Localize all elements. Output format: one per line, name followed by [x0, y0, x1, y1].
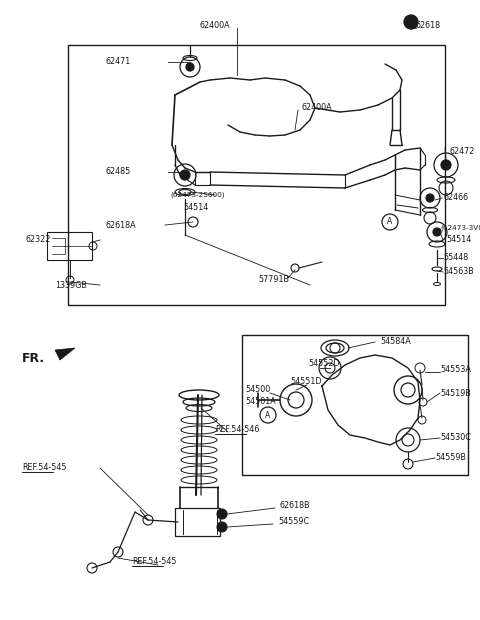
Text: 54552D: 54552D: [308, 358, 340, 368]
Text: 62618A: 62618A: [105, 221, 136, 229]
Circle shape: [404, 15, 418, 29]
Text: 1339GB: 1339GB: [55, 280, 87, 290]
Bar: [175, 508, 220, 536]
Text: 54563B: 54563B: [443, 267, 474, 275]
Text: 62471: 62471: [105, 58, 130, 66]
Text: 62618B: 62618B: [280, 502, 311, 510]
Text: 62322: 62322: [25, 236, 50, 244]
Text: FR.: FR.: [22, 352, 45, 365]
Text: A: A: [265, 410, 271, 420]
Text: 62618: 62618: [415, 22, 440, 30]
Text: 54500: 54500: [245, 386, 270, 394]
Text: 54553A: 54553A: [440, 366, 471, 374]
Text: 62400A: 62400A: [200, 22, 230, 30]
Circle shape: [217, 522, 227, 532]
Text: 54551D: 54551D: [290, 378, 322, 386]
Circle shape: [180, 170, 190, 180]
Text: (62473-2S600): (62473-2S600): [170, 192, 225, 198]
Text: 54501A: 54501A: [245, 397, 276, 407]
Circle shape: [217, 509, 227, 519]
Text: REF.54-546: REF.54-546: [215, 425, 259, 435]
Text: 54559B: 54559B: [435, 453, 466, 461]
Text: 55448: 55448: [443, 252, 468, 262]
Text: 54519B: 54519B: [440, 389, 471, 397]
Text: 62466: 62466: [444, 192, 469, 202]
Text: 54514: 54514: [183, 203, 208, 211]
Polygon shape: [55, 348, 75, 360]
Circle shape: [441, 160, 451, 170]
Text: 62485: 62485: [105, 167, 130, 177]
Text: (62473-3V000): (62473-3V000): [440, 225, 480, 231]
Bar: [68, 45, 445, 305]
Text: REF.54-545: REF.54-545: [22, 464, 67, 472]
Circle shape: [186, 63, 194, 71]
Text: 57791B: 57791B: [258, 275, 289, 285]
Text: 54530C: 54530C: [440, 433, 471, 441]
Text: REF.54-545: REF.54-545: [132, 557, 177, 567]
Text: 54559C: 54559C: [278, 518, 309, 526]
Circle shape: [433, 228, 441, 236]
Circle shape: [426, 194, 434, 202]
Text: 62472: 62472: [449, 148, 474, 156]
Bar: [242, 335, 468, 475]
Text: A: A: [387, 218, 393, 226]
Text: 62400A: 62400A: [302, 104, 333, 112]
Text: 54514: 54514: [446, 236, 471, 244]
Text: 54584A: 54584A: [380, 337, 411, 347]
Bar: [47, 232, 92, 260]
